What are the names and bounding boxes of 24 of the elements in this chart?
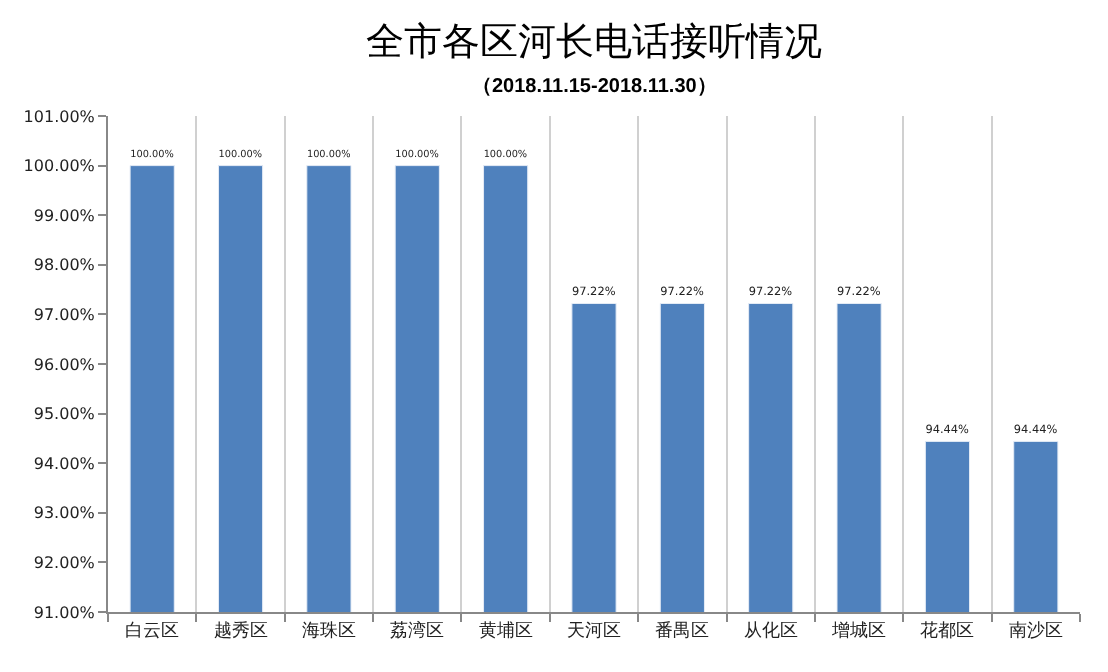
y-tick-label: 93.00% — [33, 504, 96, 523]
x-tick-label: 南沙区 — [1008, 619, 1063, 642]
x-tick-label: 增城区 — [830, 619, 887, 642]
x-tick-label: 海珠区 — [301, 619, 356, 642]
y-tick-label: 92.00% — [33, 554, 96, 572]
chart-title: 全市各区河长电话接听情况 — [366, 20, 822, 64]
y-tick-label: 99.00% — [33, 206, 96, 225]
x-tick-label: 从化区 — [743, 619, 798, 642]
x-tick-label: 天河区 — [567, 619, 621, 642]
y-tick-label: 96.00% — [33, 355, 96, 374]
y-tick-label: 98.00% — [33, 256, 96, 275]
x-tick-label: 黄埔区 — [478, 619, 533, 642]
x-tick-label: 番禺区 — [655, 619, 710, 642]
x-tick-label: 越秀区 — [213, 619, 268, 642]
y-tick-label: 91.00% — [33, 603, 96, 622]
chart-subtitle: （2018.11.15-2018.11.30） — [472, 76, 717, 98]
x-tick-label: 白云区 — [125, 619, 180, 642]
y-tick-label: 95.00% — [33, 405, 96, 424]
y-tick-label: 94.00% — [33, 454, 96, 473]
y-tick-label: 97.00% — [33, 306, 96, 324]
y-tick-label: 100.00% — [23, 157, 96, 176]
x-tick-label: 花都区 — [920, 619, 975, 642]
x-tick-label: 荔湾区 — [390, 619, 445, 642]
y-tick-label: 101.00% — [23, 107, 96, 126]
